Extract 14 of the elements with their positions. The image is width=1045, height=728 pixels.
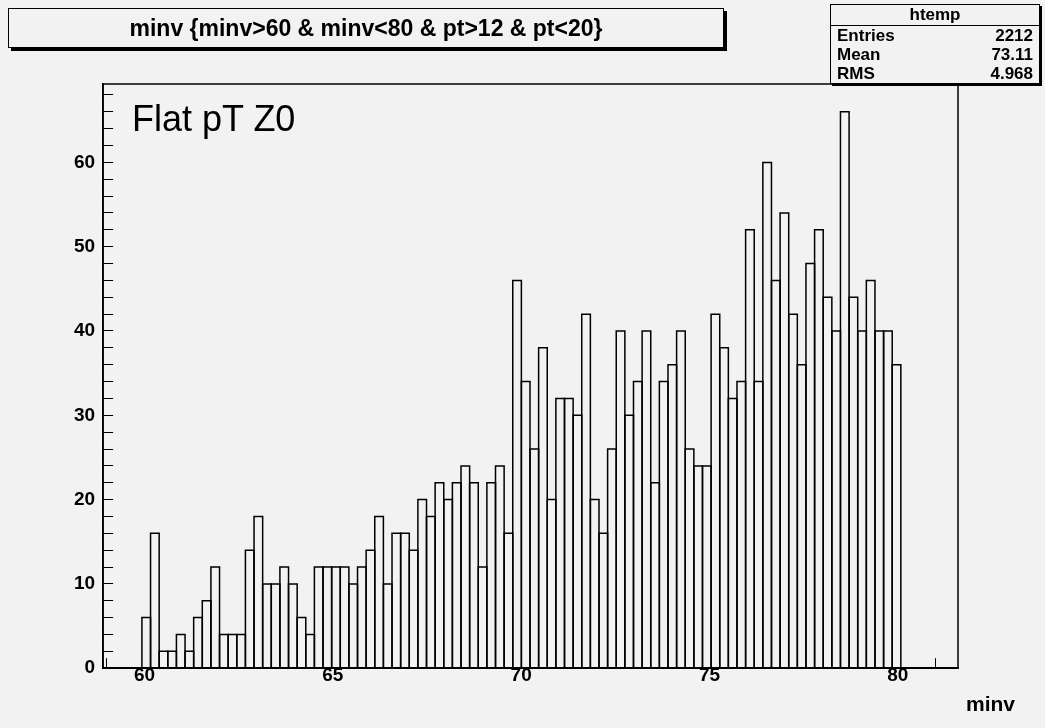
x-axis-title: minv	[965, 692, 1015, 716]
y-tick-label: 0	[84, 656, 96, 678]
y-tick-label: 50	[73, 234, 96, 256]
y-tick-label: 20	[73, 487, 96, 509]
y-tick-label: 30	[73, 403, 96, 425]
annotation: Flat pT Z0	[132, 98, 296, 140]
text: RMS 4.968	[837, 64, 1033, 83]
y-tick-label: 60	[73, 150, 96, 172]
text: Entries 2212	[837, 26, 1033, 45]
chart-title: minv {minv>60 & minv<80 & pt>12 & pt<20}	[8, 8, 724, 48]
text: Mean 73.11	[837, 45, 1033, 64]
y-tick-label: 40	[73, 319, 96, 341]
y-tick-label: 10	[73, 572, 96, 594]
text: htemp	[831, 5, 1039, 26]
